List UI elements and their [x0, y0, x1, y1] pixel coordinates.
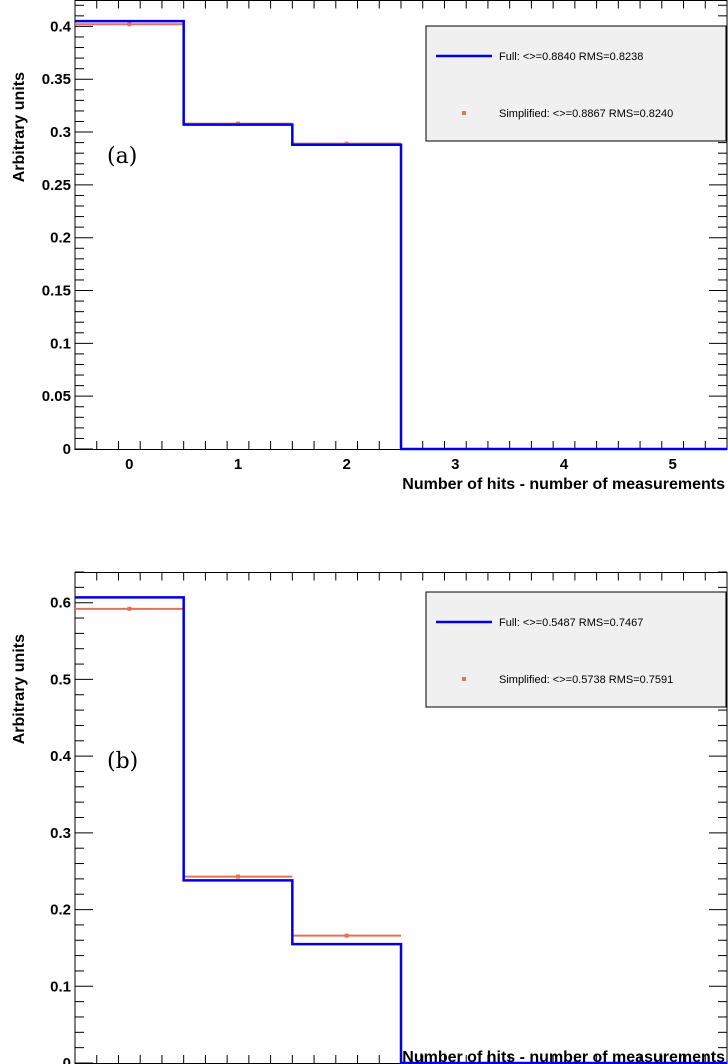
legend-full-label: Full: <>=0.5487 RMS=0.7467 [499, 617, 643, 629]
y-tick-label: 0.35 [42, 71, 71, 88]
legend-simplified-label: Simplified: <>=0.5738 RMS=0.7591 [499, 674, 673, 686]
y-tick-label: 0 [63, 441, 71, 458]
simplified-point-0 [127, 22, 132, 27]
y-tick-label: 0.4 [50, 748, 72, 765]
y-tick-label: 0.1 [50, 335, 71, 352]
legend-box [425, 25, 727, 142]
y-tick-label: 0.3 [50, 825, 71, 842]
y-tick-label: 0.15 [42, 283, 71, 300]
x-tick-label: 5 [668, 456, 676, 473]
y-tick-label: 0.5 [50, 671, 71, 688]
x-tick-label: 3 [451, 456, 459, 473]
y-tick-label: 0.2 [50, 902, 71, 919]
panel-label: (b) [107, 749, 138, 774]
y-tick-label: 0.4 [50, 18, 72, 35]
legend-simplified-swatch [462, 111, 466, 115]
legend-box [425, 591, 727, 708]
y-tick-label: 0.05 [42, 388, 71, 405]
simplified-point-0 [127, 606, 132, 611]
legend-simplified-label: Simplified: <>=0.8867 RMS=0.8240 [499, 108, 673, 120]
y-tick-label: 0.2 [50, 230, 71, 247]
simplified-point-1 [236, 874, 240, 879]
simplified-point-2 [344, 933, 349, 938]
x-tick-label: 0 [125, 456, 133, 473]
y-axis-title: Arbitrary units [11, 634, 28, 744]
y-tick-label: 0.1 [50, 978, 71, 995]
legend-full-label: Full: <>=0.8840 RMS=0.8238 [499, 51, 643, 63]
y-tick-label: 0.3 [50, 124, 71, 141]
y-tick-label: 0.25 [42, 177, 71, 194]
x-tick-label: 2 [342, 456, 350, 473]
panel-b: 00.10.20.30.40.50.6012345Number of hits … [11, 571, 728, 1064]
legend: Full: <>=0.8840 RMS=0.8238 Simplified: <>… [425, 25, 727, 142]
x-tick-label: 1 [234, 456, 242, 473]
y-tick-label: 0 [63, 1055, 71, 1064]
y-tick-label: 0.6 [50, 595, 71, 612]
full-step-line [75, 19, 727, 451]
panel-a: 0 0.05 0.1 0.15 0.2 0.25 0.3 0.35 0.4 0 1 2 3 4 5 Numbe… [11, 0, 728, 493]
legend: Full: <>=0.5487 RMS=0.7467 Simplified: <>… [425, 591, 727, 708]
full-step-line [75, 596, 727, 1064]
panel-label: (a) [107, 144, 137, 169]
x-tick-label: 4 [560, 456, 569, 473]
y-axis-title: Arbitrary units [11, 72, 28, 182]
x-axis-title: Number of hits - number of measurements [402, 1049, 725, 1064]
x-axis-title: Number of hits - number of measurements [402, 476, 725, 493]
legend-simplified-swatch [462, 677, 466, 681]
